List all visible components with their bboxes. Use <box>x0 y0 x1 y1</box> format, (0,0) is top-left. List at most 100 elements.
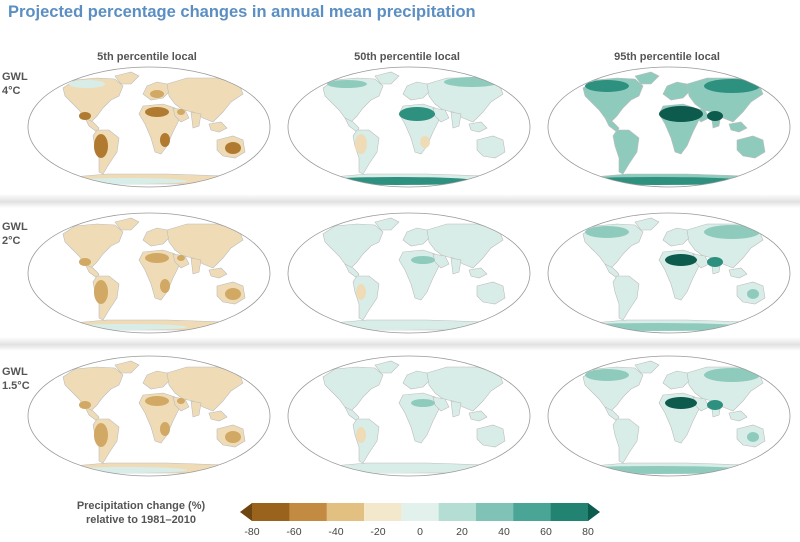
precip-patch <box>94 423 108 447</box>
landmass-sea <box>208 121 228 133</box>
precip-patch <box>160 422 170 436</box>
land-layer <box>28 67 270 187</box>
precip-patch <box>356 427 366 443</box>
precip-patch <box>145 253 169 263</box>
map-gwl2-p95 <box>547 212 791 334</box>
legend-tick-label: 80 <box>582 526 594 538</box>
precip-patch <box>707 111 723 121</box>
precip-patch <box>177 255 185 261</box>
land-layer <box>288 356 530 476</box>
landmass-sea <box>728 267 748 279</box>
landmass-na <box>62 223 124 269</box>
landmass-gr <box>634 217 660 231</box>
landmass-na <box>62 77 124 123</box>
row-label-line: GWL <box>2 71 28 83</box>
precip-patch <box>747 289 759 299</box>
world-map <box>287 66 531 188</box>
precip-patch <box>399 107 435 121</box>
landmass-gr <box>634 71 660 85</box>
map-gwl15-p95 <box>547 355 791 477</box>
legend-tick-label: 0 <box>417 526 423 538</box>
column-header-95th: 95th percentile local <box>614 51 720 63</box>
landmass-gr <box>114 360 140 374</box>
landmass-ind <box>450 257 462 275</box>
legend-tick-label: 20 <box>456 526 468 538</box>
legend-title-line: Precipitation change (%) <box>76 500 206 512</box>
map-gwl4-p5 <box>27 66 271 188</box>
precip-patch <box>160 279 170 293</box>
row-label-line: GWL <box>2 221 28 233</box>
precip-patch <box>67 178 187 184</box>
precip-patch <box>707 257 723 267</box>
landmass-ind <box>450 111 462 129</box>
world-map <box>27 355 271 477</box>
legend-tick-label: 60 <box>540 526 552 538</box>
precip-patch <box>420 136 430 148</box>
legend-swatch <box>401 503 440 521</box>
map-gwl15-p5 <box>27 355 271 477</box>
land-layer <box>548 67 790 187</box>
map-gwl15-p50 <box>287 355 531 477</box>
precip-patch <box>444 77 500 87</box>
landmass-au <box>476 281 506 305</box>
map-frame <box>27 212 271 334</box>
landmass-sea <box>468 410 488 422</box>
legend-arrow-right <box>588 503 600 521</box>
column-header-5th: 5th percentile local <box>97 51 197 63</box>
landmass-gr <box>374 360 400 374</box>
landmass-ind <box>190 111 202 129</box>
precip-patch <box>704 79 760 93</box>
precip-patch <box>150 379 164 387</box>
precip-patch <box>665 397 697 409</box>
precip-patch <box>317 467 457 473</box>
precip-patch <box>145 396 169 406</box>
precip-patch <box>79 401 91 409</box>
landmass-ind <box>190 257 202 275</box>
precip-patch <box>177 109 185 115</box>
legend-title: Precipitation change (%) relative to 198… <box>56 499 226 527</box>
legend-swatch <box>364 503 402 521</box>
landmass-sea <box>728 121 748 133</box>
row-label-line: 4°C <box>2 85 21 97</box>
landmass-sea <box>208 410 228 422</box>
land-layer <box>548 213 790 333</box>
precip-patch <box>617 284 629 304</box>
legend-tick-label: -20 <box>370 526 386 538</box>
legend-swatch <box>513 503 552 521</box>
landmass-na <box>322 77 384 123</box>
landmass-gr <box>114 71 140 85</box>
precip-patch <box>704 225 760 239</box>
world-map <box>27 212 271 334</box>
precip-patch <box>69 80 105 88</box>
legend-bar <box>240 503 600 521</box>
legend-title-line: relative to 1981–2010 <box>85 514 197 526</box>
precip-patch <box>225 142 241 154</box>
landmass-sea <box>728 410 748 422</box>
page-title: Projected percentage changes in annual m… <box>8 3 476 21</box>
map-frame <box>27 66 271 188</box>
precip-patch <box>567 177 747 185</box>
landmass-na <box>62 366 124 412</box>
landmass-af <box>138 392 180 444</box>
world-map <box>27 66 271 188</box>
precip-patch <box>225 431 241 443</box>
land-layer <box>28 213 270 333</box>
precip-patch <box>707 400 723 410</box>
precip-patch <box>411 256 435 264</box>
landmass-au <box>476 135 506 159</box>
legend-tick-label: -60 <box>286 526 302 538</box>
land-layer <box>28 356 270 476</box>
map-frame <box>547 212 791 334</box>
precip-patch <box>567 466 747 474</box>
world-map <box>287 355 531 477</box>
landmass-ind <box>450 400 462 418</box>
precip-patch <box>747 143 759 153</box>
landmass-as <box>166 77 244 123</box>
map-frame <box>287 66 531 188</box>
map-frame <box>547 355 791 477</box>
landmass-gr <box>374 217 400 231</box>
landmass-as <box>426 223 504 269</box>
landmass-sea <box>208 267 228 279</box>
row-separator <box>0 194 800 208</box>
row-label-line: GWL <box>2 366 28 378</box>
